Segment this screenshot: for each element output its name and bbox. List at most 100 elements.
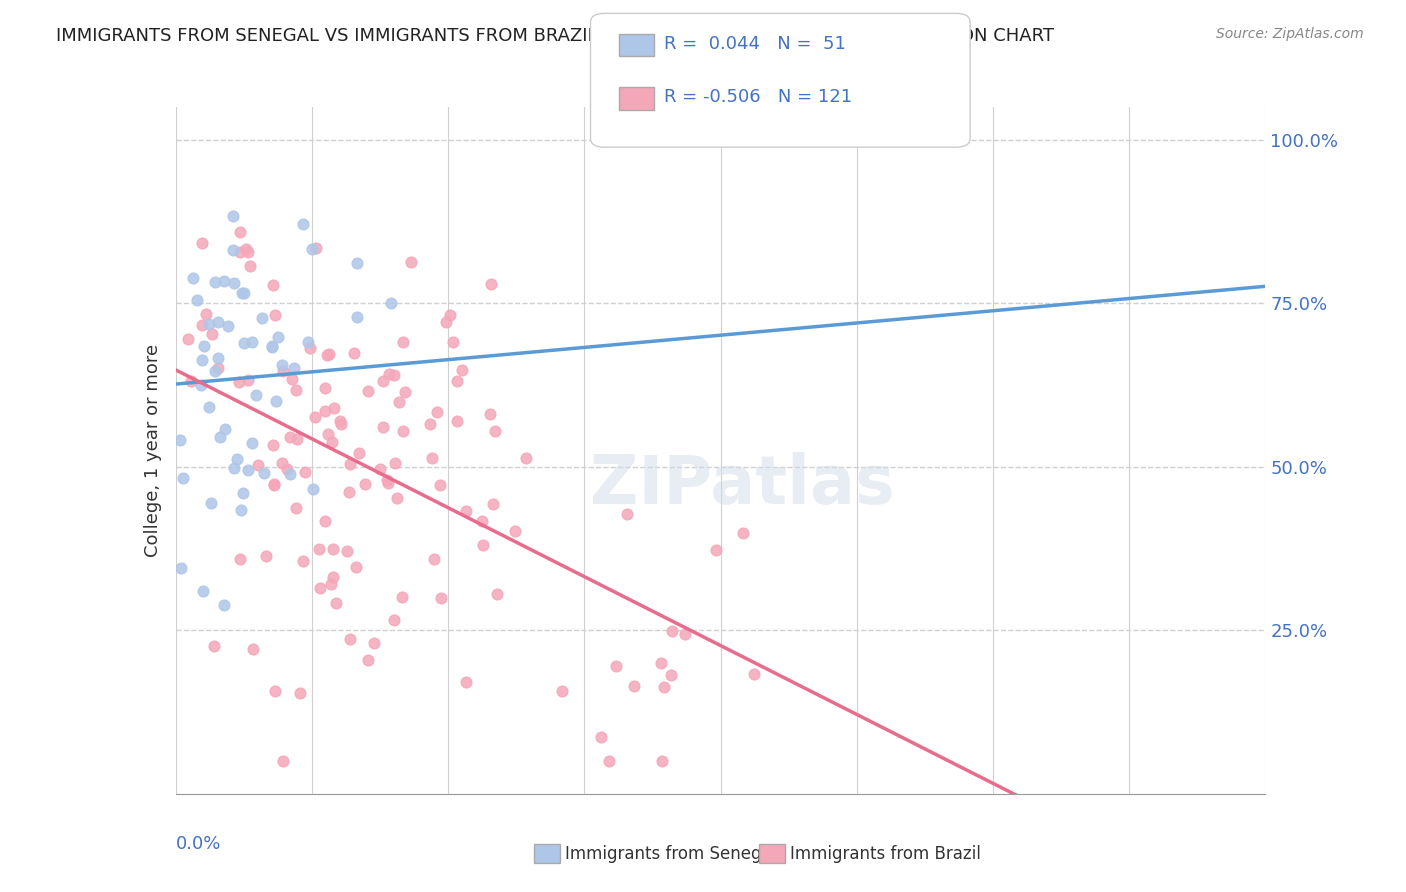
Point [271,754,294,768]
Point [357,384,380,398]
Point [198,317,221,331]
Point [186,293,208,308]
Point [191,318,214,333]
Point [304,409,326,424]
Text: Source: ZipAtlas.com: Source: ZipAtlas.com [1216,27,1364,41]
Point [285,432,308,446]
Point [430,591,453,605]
Point [305,241,328,255]
Point [742,667,765,681]
Point [363,635,385,649]
Point [236,373,259,387]
Point [231,286,253,301]
Point [434,315,457,329]
Point [202,639,225,653]
Point [271,456,294,470]
Point [208,430,231,444]
Point [336,544,359,558]
Point [346,310,368,324]
Point [314,404,336,418]
Point [291,554,314,568]
Text: Immigrants from Brazil: Immigrants from Brazil [790,845,981,863]
Point [172,471,194,485]
Point [420,451,443,466]
Point [222,243,245,257]
Point [314,381,336,395]
Point [263,478,285,492]
Point [278,430,301,444]
Point [314,514,336,528]
Point [246,458,269,472]
Point [207,351,229,366]
Point [391,591,413,605]
Point [238,244,260,259]
Point [392,424,415,438]
Point [294,465,316,479]
Point [357,652,380,666]
Point [423,552,446,566]
Point [471,514,494,528]
Point [254,549,277,563]
Point [238,463,260,477]
Point [291,217,314,231]
Point [322,542,344,557]
Point [446,413,468,427]
Point [264,683,287,698]
Point [242,641,264,656]
Point [661,624,683,639]
Point [239,260,262,274]
Point [233,335,256,350]
Point [221,209,243,223]
Point [429,478,451,492]
Point [347,446,370,460]
Point [673,627,696,641]
Y-axis label: College, 1 year or more: College, 1 year or more [143,344,162,557]
Point [388,395,411,409]
Point [278,467,301,481]
Point [264,308,287,322]
Point [426,405,449,419]
Point [391,335,413,350]
Point [191,236,214,251]
Point [301,243,323,257]
Point [308,581,330,595]
Point [212,274,235,288]
Point [271,358,294,372]
Point [450,363,472,377]
Point [505,524,527,538]
Point [302,483,325,497]
Point [191,352,214,367]
Point [299,341,322,355]
Point [659,667,682,681]
Point [322,570,344,584]
Point [382,613,405,627]
Point [479,407,502,421]
Point [297,334,319,349]
Point [253,466,276,480]
Point [472,538,495,552]
Point [623,679,645,693]
Point [180,374,202,388]
Point [650,656,672,670]
Point [169,433,191,447]
Point [401,255,423,269]
Text: ZIPatlas: ZIPatlas [591,452,894,517]
Point [214,422,236,436]
Point [204,276,226,290]
Point [377,476,399,491]
Point [200,496,222,510]
Point [605,659,627,673]
Text: Immigrants from Senegal: Immigrants from Senegal [565,845,776,863]
Point [316,348,339,362]
Point [181,271,204,285]
Point [229,503,252,517]
Point [198,400,221,414]
Point [377,474,399,488]
Point [193,339,215,353]
Point [481,497,503,511]
Point [271,364,294,378]
Point [308,542,330,557]
Point [250,310,273,325]
Point [329,414,352,428]
Point [245,388,267,402]
